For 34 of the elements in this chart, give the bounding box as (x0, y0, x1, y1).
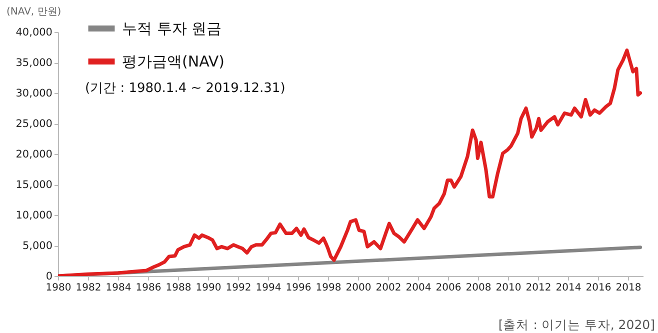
x-tick-label: 1990 (196, 282, 222, 294)
x-tick-label: 2016 (586, 282, 612, 294)
x-tick-label: 2014 (556, 282, 582, 294)
x-tick-label: 1984 (106, 282, 132, 294)
y-tick-label: 10,000 (16, 210, 52, 222)
x-tick-label: 1988 (166, 282, 192, 294)
y-tick-label: 25,000 (16, 118, 52, 130)
x-tick-label: 2018 (616, 282, 642, 294)
y-axis-title: (NAV, 만원) (6, 6, 62, 18)
y-tick-label: 35,000 (16, 57, 52, 69)
legend-label: 누적 투자 원금 (122, 20, 222, 38)
x-tick-label: 1992 (226, 282, 252, 294)
y-tick-label: 40,000 (16, 26, 52, 38)
y-tick-label: 30,000 (16, 88, 52, 100)
x-tick-label: 1986 (136, 282, 162, 294)
x-tick-label: 1996 (286, 282, 312, 294)
x-tick-label: 2006 (436, 282, 462, 294)
y-tick-label: 20,000 (16, 148, 52, 160)
x-tick-label: 2012 (526, 282, 552, 294)
x-tick-label: 1994 (256, 282, 282, 294)
annotation: (기간 : 1980.1.4 ~ 2019.12.31) (85, 81, 286, 96)
legend-label: 평가금액(NAV) (122, 52, 224, 70)
x-tick-label: 2002 (376, 282, 402, 294)
x-tick-label: 2010 (496, 282, 522, 294)
x-tick-label: 2008 (466, 282, 492, 294)
x-tick-label: 2004 (406, 282, 432, 294)
y-tick-label: 5,000 (22, 240, 52, 252)
text: [출처 : 이기는 투자, 2020] (498, 317, 655, 332)
y-tick-label: 0 (46, 270, 52, 282)
x-tick-label: 2000 (346, 282, 372, 294)
x-tick-label: 1980 (46, 282, 72, 294)
y-tick-label: 15,000 (16, 179, 52, 191)
x-tick-label: 1998 (316, 282, 342, 294)
x-tick-label: 1982 (76, 282, 102, 294)
